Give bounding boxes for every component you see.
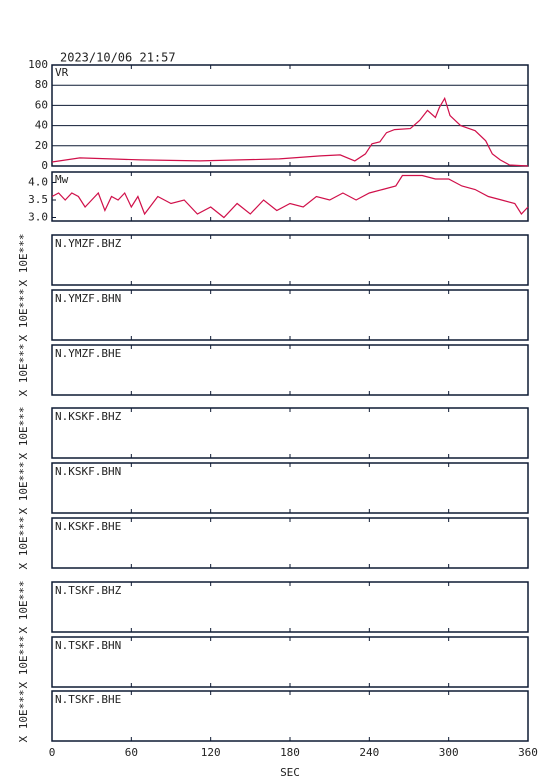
x-tick-label: 0 [49,746,56,759]
y-tick-label: 60 [35,98,48,111]
panel-frame [51,462,529,514]
x-tick-label: 360 [518,746,538,759]
panel-frame [51,581,529,633]
y-tick-label: 100 [28,58,48,71]
data-line [51,174,529,219]
y-axis-label: X 10E*** [17,234,30,287]
panel-frame [51,517,529,569]
y-tick-label: 3.5 [28,193,48,206]
panel-frame [51,636,529,688]
panel-frame [51,64,529,167]
panel-label: N.YMZF.BHE [55,347,121,360]
y-axis-label: X 10E*** [17,636,30,689]
x-tick-label: 60 [125,746,138,759]
y-tick-label: 0 [41,159,48,172]
y-tick-label: 4.0 [28,176,48,189]
y-axis-label: X 10E*** [17,462,30,515]
x-tick-label: 300 [439,746,459,759]
x-tick-label: 240 [359,746,379,759]
panel-label: N.YMZF.BHN [55,292,121,305]
x-tick-label: 180 [280,746,300,759]
panel-frame [51,234,529,286]
x-axis-label: SEC [280,766,300,779]
y-axis-label: X 10E*** [17,407,30,460]
panel-label: N.KSKF.BHE [55,520,121,533]
panel-label: N.TSKF.BHE [55,693,121,706]
panel-label: N.TSKF.BHN [55,639,121,652]
y-tick-label: 3.0 [28,211,48,224]
panel-label: N.KSKF.BHN [55,465,121,478]
y-axis-label: X 10E*** [17,517,30,570]
y-axis-label: X 10E*** [17,344,30,397]
panel-frame [51,407,529,459]
panel-frame [51,171,529,222]
panel-label: N.KSKF.BHZ [55,410,122,423]
y-axis-label: X 10E*** [17,289,30,342]
y-tick-label: 40 [35,119,48,132]
y-axis-label: X 10E*** [17,690,30,743]
panel-frame [51,289,529,341]
data-line [51,96,529,167]
y-axis-label: X 10E*** [17,581,30,634]
panel-label: VR [55,66,69,79]
timestamp: 2023/10/06 21:57 [60,51,176,65]
panel-label: N.YMZF.BHZ [55,237,122,250]
y-tick-label: 80 [35,78,48,91]
panel-frame [51,690,529,742]
panel-frame [51,344,529,396]
panel-label: Mw [55,173,69,186]
panel-label: N.TSKF.BHZ [55,584,122,597]
y-tick-label: 20 [35,139,48,152]
x-tick-label: 120 [201,746,221,759]
